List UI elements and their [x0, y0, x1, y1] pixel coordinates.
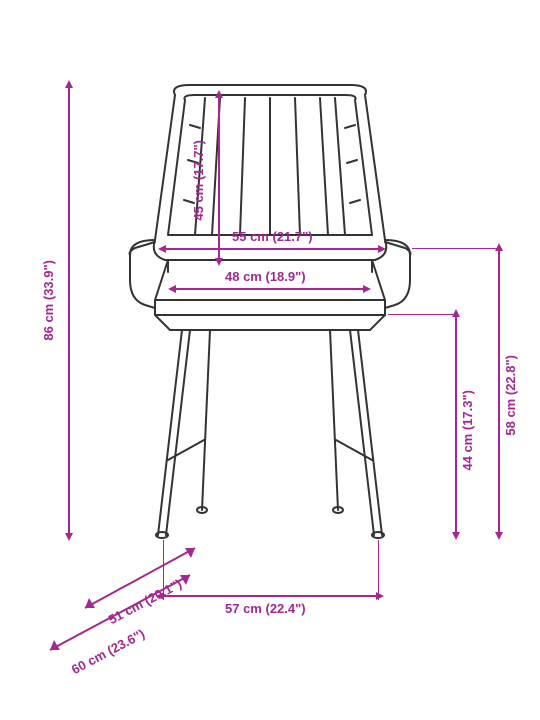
label-cm: 48 cm [225, 269, 262, 284]
label-seat-width: 48 cm (18.9") [225, 270, 306, 284]
dim-line-seat-width [175, 288, 365, 290]
arrow-icon [495, 243, 503, 251]
label-cm: 55 cm [232, 229, 269, 244]
label-in: (22.4") [266, 601, 306, 616]
arrow-icon [65, 80, 73, 88]
label-in: (22.8") [503, 355, 518, 395]
arrow-icon [215, 90, 223, 98]
arrow-icon [452, 309, 460, 317]
dim-line-total-height [68, 85, 70, 535]
dim-line-back-height [218, 95, 220, 260]
label-in: (17.7") [191, 140, 206, 180]
arrow-icon [363, 285, 371, 293]
arrow-icon [215, 258, 223, 266]
label-total-height: 86 cm (33.9") [42, 260, 56, 341]
arrow-icon [378, 245, 386, 253]
dim-line-arm-height [498, 248, 500, 534]
label-in: (33.9") [41, 260, 56, 300]
arrow-icon [452, 532, 460, 540]
label-arm-height: 58 cm (22.8") [504, 355, 518, 436]
dim-line-seat-height [455, 314, 457, 534]
arrow-icon [65, 533, 73, 541]
label-in: (21.7") [273, 229, 313, 244]
dim-extension [378, 540, 379, 600]
dim-line-arm-width [165, 248, 380, 250]
label-arm-width: 55 cm (21.7") [232, 230, 313, 244]
diagram-canvas: 86 cm (33.9") 45 cm (17.7") 55 cm (21.7"… [0, 0, 540, 720]
arrow-icon [168, 285, 176, 293]
label-cm: 45 cm [191, 184, 206, 221]
label-cm: 44 cm [460, 434, 475, 471]
arrow-icon [495, 532, 503, 540]
dim-extension [388, 314, 458, 315]
label-cm: 58 cm [503, 399, 518, 436]
dim-extension [412, 248, 502, 249]
chair-illustration [110, 80, 430, 580]
arrow-icon [158, 245, 166, 253]
label-seat-height: 44 cm (17.3") [461, 390, 475, 471]
label-in: (17.3") [460, 390, 475, 430]
label-back-height: 45 cm (17.7") [192, 140, 206, 221]
label-in: (18.9") [266, 269, 306, 284]
label-cm: 86 cm [41, 304, 56, 341]
label-cm: 57 cm [225, 601, 262, 616]
label-front-width: 57 cm (22.4") [225, 602, 306, 616]
